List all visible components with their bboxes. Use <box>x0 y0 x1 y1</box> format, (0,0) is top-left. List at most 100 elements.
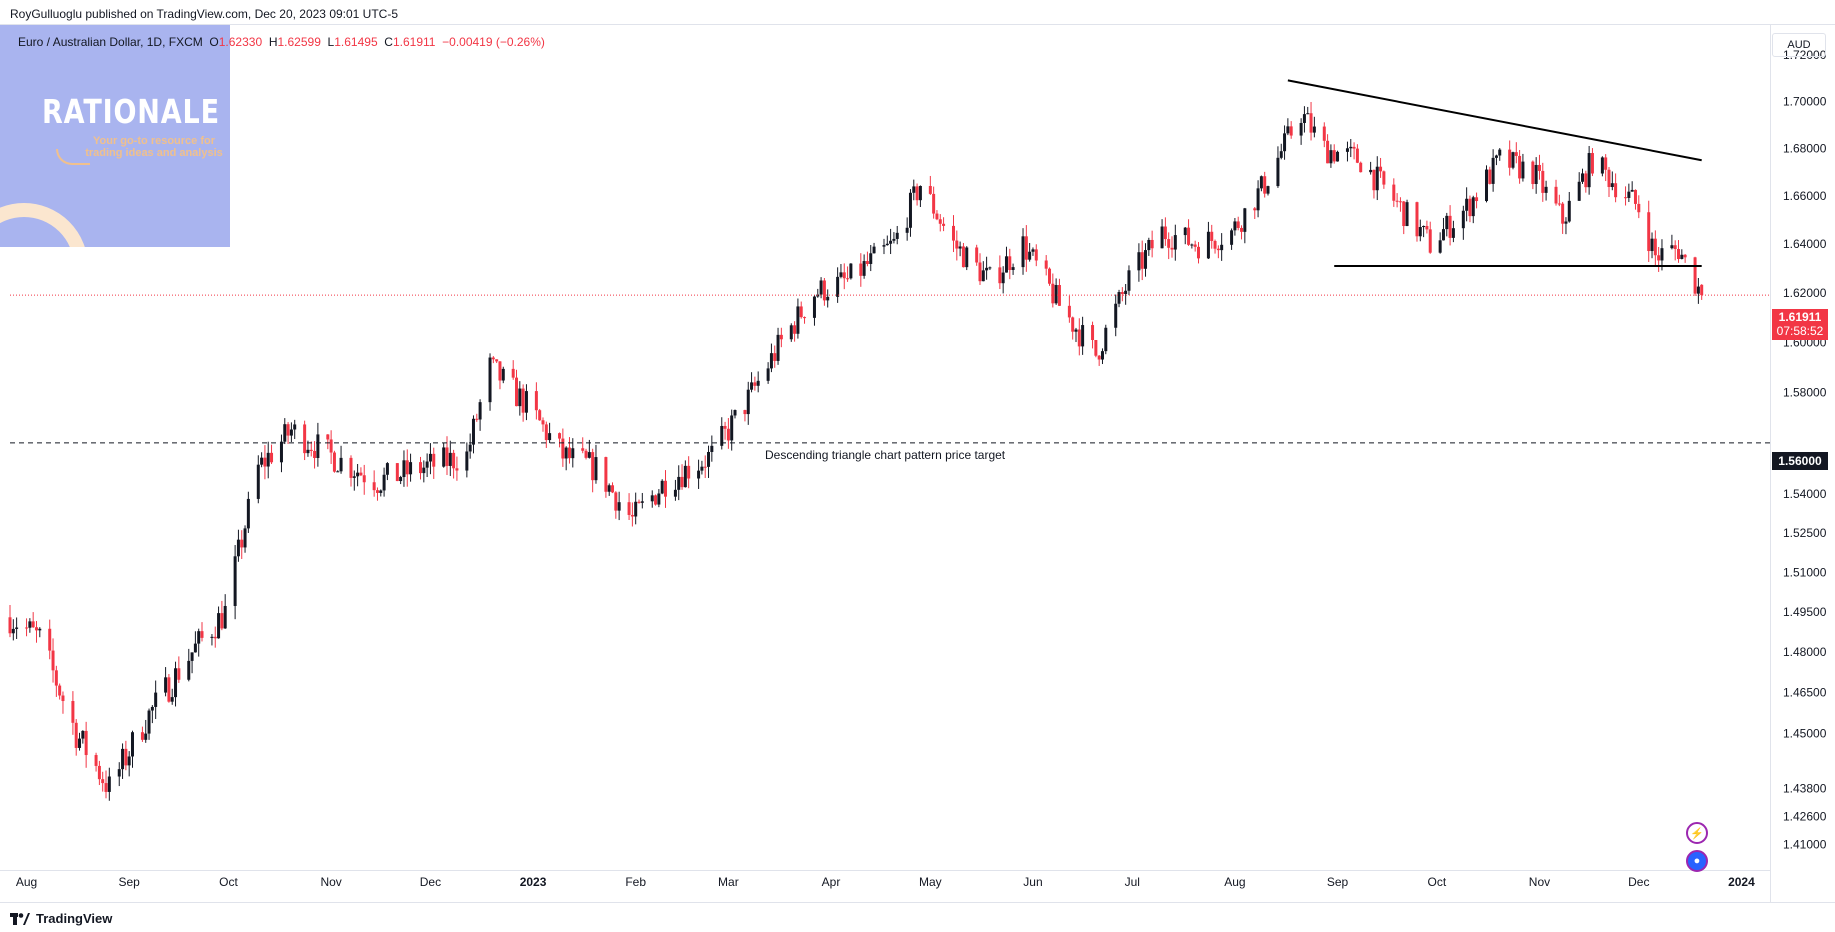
candle <box>101 771 105 792</box>
candle <box>538 408 542 421</box>
x-tick-label: Oct <box>1428 875 1447 889</box>
candle <box>1514 142 1518 164</box>
candle <box>468 433 472 459</box>
candle <box>58 683 62 700</box>
candle <box>263 445 267 480</box>
candle <box>889 228 893 255</box>
candle <box>1120 287 1124 302</box>
tradingview-logo[interactable]: TradingView <box>10 911 112 926</box>
candle <box>97 760 101 786</box>
candle <box>478 399 482 431</box>
candle <box>544 421 548 448</box>
candle <box>793 321 797 342</box>
y-tick-label: 1.68000 <box>1783 141 1827 155</box>
candle <box>1508 140 1512 176</box>
candle <box>452 449 456 479</box>
candle <box>1243 207 1247 244</box>
candle <box>1607 167 1611 197</box>
candle <box>776 327 780 365</box>
candle <box>78 732 82 751</box>
candle <box>147 708 151 740</box>
candle <box>1054 278 1058 305</box>
candle <box>677 465 681 501</box>
candle <box>746 381 750 425</box>
candle <box>1485 165 1489 203</box>
currency-label[interactable]: AUD <box>1772 33 1826 57</box>
candle <box>1114 294 1118 337</box>
y-axis[interactable]: 1.41000 1.42600 1.43800 1.45000 1.46500 1.480… <box>1783 48 1827 852</box>
candle <box>1081 316 1085 355</box>
candle <box>1355 144 1359 164</box>
candle <box>1349 138 1353 158</box>
candle <box>1398 197 1402 212</box>
drawings-layer[interactable]: Descending triangle chart pattern price … <box>10 79 1770 462</box>
candle <box>289 422 293 443</box>
chart-tools[interactable]: ⚡ ● <box>1686 822 1708 878</box>
candle <box>164 667 168 697</box>
candle <box>1283 125 1287 160</box>
close-label: C <box>384 35 393 49</box>
candle <box>94 752 98 772</box>
x-tick-label: Aug <box>16 875 37 889</box>
candle <box>1614 173 1618 203</box>
close-value: 1.61911 <box>392 35 436 49</box>
candle <box>1140 240 1144 281</box>
candle <box>1206 221 1210 260</box>
candle <box>865 251 869 267</box>
rationale-tagline: Your go-to resource for trading ideas an… <box>85 135 223 159</box>
candle <box>1240 225 1244 240</box>
candle <box>455 456 459 481</box>
candle <box>952 215 956 253</box>
y-tick-label: 1.52500 <box>1783 526 1827 540</box>
candle <box>660 479 664 495</box>
symbol-name[interactable]: Euro / Australian Dollar, 1D, FXCM <box>18 35 203 49</box>
candle <box>349 455 353 487</box>
globe-icon[interactable]: ● <box>1686 850 1708 872</box>
open-label: O <box>209 35 219 49</box>
lightning-icon[interactable]: ⚡ <box>1686 822 1708 844</box>
price-chart[interactable]: Descending triangle chart pattern price … <box>0 25 1835 902</box>
candle <box>54 665 58 697</box>
candle <box>766 362 770 384</box>
y-tick-label: 1.54000 <box>1783 487 1827 501</box>
candle <box>955 230 959 261</box>
x-tick-label: Sep <box>1327 875 1349 889</box>
candle <box>548 422 552 444</box>
candle <box>31 612 35 628</box>
candle <box>1402 200 1406 235</box>
candle <box>1233 218 1237 236</box>
candle <box>938 214 942 232</box>
candle <box>405 449 409 487</box>
candle <box>862 254 866 279</box>
candle <box>445 436 449 476</box>
x-axis[interactable]: Aug Sep Oct Nov Dec 2023 Feb Mar Apr May Jun Jul Aug… <box>16 875 1755 889</box>
candle <box>518 381 522 416</box>
descending-triangle-upper[interactable] <box>1287 79 1702 162</box>
candle <box>495 359 499 364</box>
candle <box>1028 242 1032 262</box>
candle <box>1329 144 1333 168</box>
candle <box>1187 219 1191 246</box>
candle <box>1021 228 1025 275</box>
candle <box>1024 225 1028 272</box>
candle <box>329 430 333 465</box>
candle <box>1352 142 1356 160</box>
candle <box>915 183 919 206</box>
y-tick-label: 1.46500 <box>1783 686 1827 700</box>
candle <box>617 491 621 521</box>
candle <box>978 253 982 285</box>
candle <box>928 175 932 195</box>
candle <box>1326 134 1330 164</box>
candle <box>1567 191 1571 223</box>
candle <box>985 256 989 280</box>
candle <box>491 356 495 364</box>
candle <box>726 418 730 449</box>
candle <box>1044 255 1048 276</box>
decorative-circle-icon <box>0 203 88 247</box>
symbol-info-line[interactable]: Euro / Australian Dollar, 1D, FXCM O1.62… <box>18 35 545 49</box>
candle <box>961 242 965 268</box>
candle <box>1345 141 1349 162</box>
candle <box>375 487 379 501</box>
candle <box>1653 230 1657 266</box>
price-target-annotation[interactable]: Descending triangle chart pattern price … <box>765 448 1006 462</box>
